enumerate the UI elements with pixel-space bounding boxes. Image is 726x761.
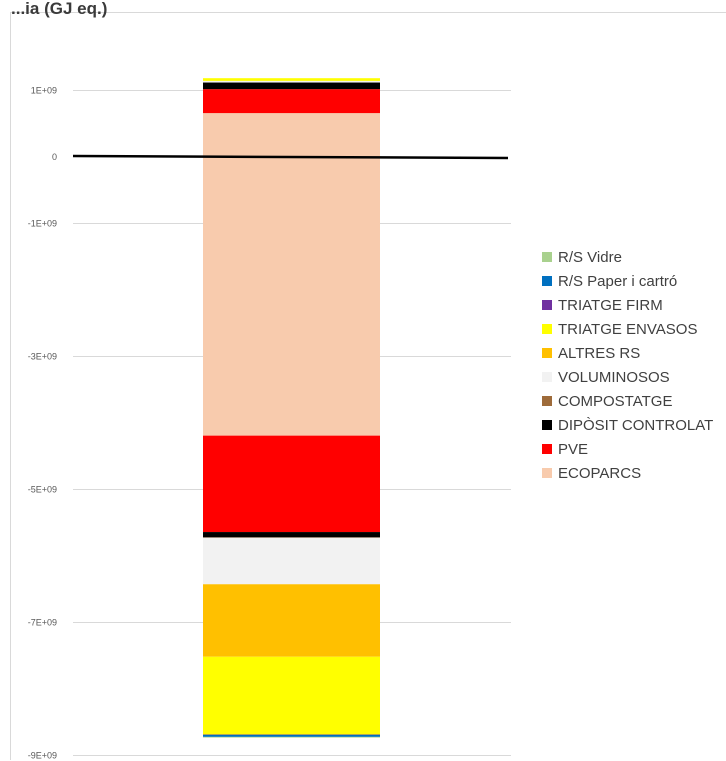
legend-label: R/S Paper i cartró [558,272,678,290]
legend-swatch [542,396,552,406]
bar-segment-positive-triatge-envasos [203,78,380,81]
legend-item: DIPÒSIT CONTROLAT [542,413,713,437]
y-tick-label: -7E+09 [28,618,57,628]
legend-swatch [542,324,552,334]
chart-area: ...ia (GJ eq.) 1E+09 0 -1E+09 -3E+09 -5E+09 -… [10,0,726,761]
bar-segment-triatge-envasos [203,656,380,735]
y-tick-label: 0 [52,152,57,162]
bar-segment-voluminosos [203,537,380,585]
legend-item: TRIATGE FIRM [542,293,713,317]
zero-line-group [72,154,509,160]
legend-swatch [542,420,552,430]
bar-segment-dip-sit-controlat [203,532,380,538]
legend-swatch [542,444,552,454]
zero-line [72,154,509,160]
bar-segment-positive-pve [203,89,380,114]
bar-segment-ecoparcs [203,157,380,436]
bar-segment-compostatge [203,537,380,538]
legend-label: TRIATGE FIRM [558,296,663,314]
y-axis-ticks: 1E+09 0 -1E+09 -3E+09 -5E+09 -7E+09 -9E+09 [28,86,57,761]
legend-label: R/S Vidre [558,248,622,266]
bar-segment-r-s-paper-i-cartr- [203,734,380,737]
legend-item: COMPOSTATGE [542,389,713,413]
y-tick-label: -1E+09 [28,219,57,229]
legend-item: ECOPARCS [542,461,713,485]
bar-segment-positive-voluminosos [203,80,380,83]
y-tick-label: -9E+09 [28,751,57,761]
legend: R/S Vidre R/S Paper i cartró TRIATGE FIRM T… [542,245,713,485]
legend-item: R/S Vidre [542,245,713,269]
stacked-bar [203,78,380,738]
legend-swatch [542,300,552,310]
legend-label: VOLUMINOSOS [558,368,670,386]
bar-segment-positive-ecoparcs [203,113,380,157]
legend-label: COMPOSTATGE [558,392,673,410]
plot-area: 1E+09 0 -1E+09 -3E+09 -5E+09 -7E+09 -9E+09 [28,78,511,761]
y-tick-label: -5E+09 [28,485,57,495]
legend-label: ECOPARCS [558,464,642,482]
bar-segment-positive-dip-sit-controlat [203,82,380,90]
legend-label: DIPÒSIT CONTROLAT [558,416,714,434]
legend-label: ALTRES RS [558,344,641,362]
y-tick-label: -3E+09 [28,352,57,362]
legend-swatch [542,348,552,358]
bar-segment-altres-rs [203,584,380,657]
chart-title: ...ia (GJ eq.) [11,0,108,18]
legend-label: TRIATGE ENVASOS [558,320,698,338]
legend-item: ALTRES RS [542,341,713,365]
legend-item: TRIATGE ENVASOS [542,317,713,341]
legend-item: R/S Paper i cartró [542,269,713,293]
bar-segment-triatge-firm [203,734,380,736]
bar-segment-r-s-vidre [203,736,380,738]
y-tick-label: 1E+09 [31,86,57,96]
legend-swatch [542,372,552,382]
bar-segment-pve [203,435,380,533]
legend-swatch [542,276,552,286]
legend-swatch [542,252,552,262]
legend-label: PVE [558,440,589,458]
legend-swatch [542,468,552,478]
legend-item: PVE [542,437,713,461]
legend-item: VOLUMINOSOS [542,365,713,389]
